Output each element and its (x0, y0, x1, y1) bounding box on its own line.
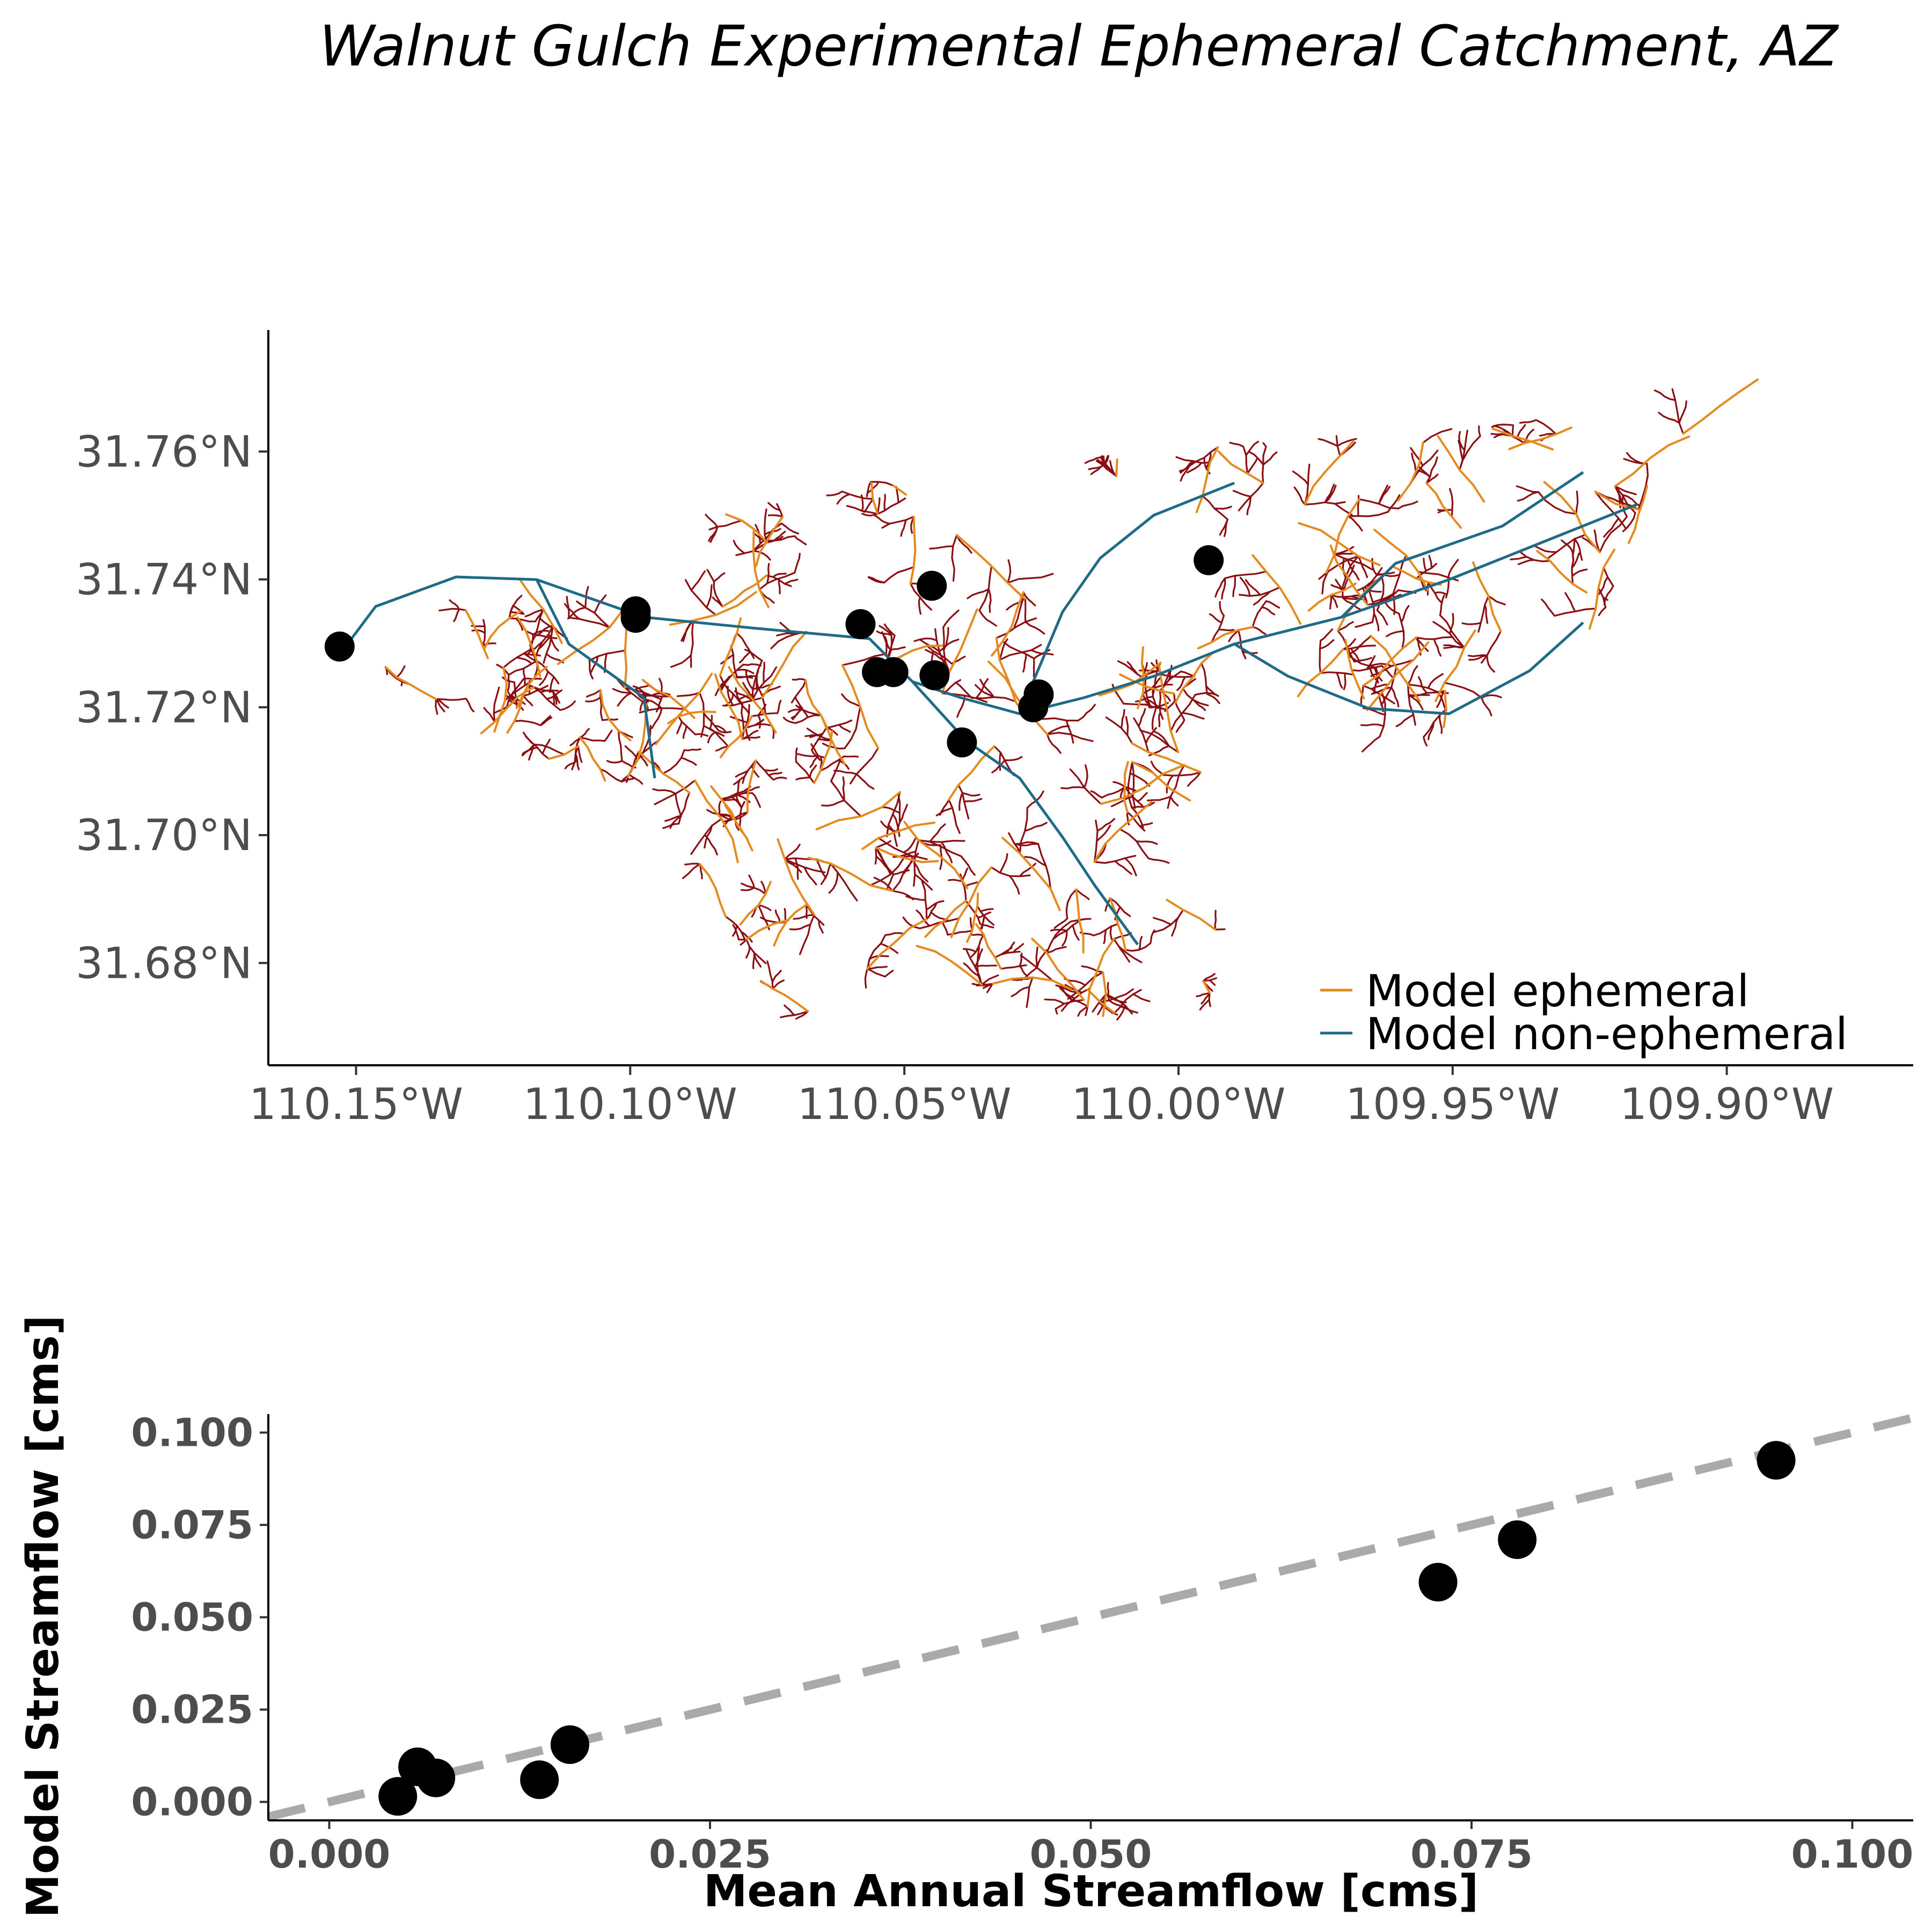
map-y-tick-label: 31.74°N (76, 555, 252, 605)
gauge-point (919, 660, 950, 691)
scatter-x-tick-label: 0.100 (1791, 1832, 1914, 1877)
gauge-point (845, 609, 876, 639)
gauge-point (620, 603, 651, 633)
scatter-point (520, 1760, 559, 1799)
figure-title: Walnut Gulch Experimental Ephemeral Catc… (319, 13, 1839, 79)
scatter-panel: 0.000 0.025 0.050 0.075 0.100 0.000 0.025 0.050… (18, 1315, 1914, 1918)
map-x-tick-label: 110.15°W (249, 1079, 463, 1129)
map-panel: 110.15°W 110.10°W 110.05°W 110.00°W 109.95°W… (76, 330, 1913, 1129)
stream-lines-non-ephemeral (342, 471, 1637, 946)
map-x-tick-label: 109.90°W (1620, 1079, 1834, 1129)
scatter-point (416, 1758, 456, 1797)
one-to-one-dashed-line (267, 1414, 1914, 1821)
scatter-x-tick-label: 0.050 (1030, 1832, 1152, 1877)
scatter-x-axis-label: Mean Annual Streamflow [cms] (704, 1866, 1479, 1917)
gauge-point (1194, 545, 1224, 575)
stream-lines-ephemeral (384, 378, 1759, 1017)
map-y-tick-label: 31.76°N (76, 427, 252, 477)
gauge-point (1018, 692, 1049, 722)
scatter-points (378, 1441, 1796, 1816)
scatter-point (550, 1725, 589, 1764)
gauge-point (324, 631, 355, 662)
map-x-tick-label: 110.00°W (1071, 1079, 1285, 1129)
legend-label-ephemeral: Model ephemeral (1366, 966, 1749, 1017)
scatter-y-tick-label: 0.100 (131, 1410, 253, 1455)
gauge-point (917, 570, 947, 601)
scatter-y-tick-label: 0.050 (131, 1595, 253, 1640)
scatter-x-tick-label: 0.025 (649, 1832, 771, 1877)
scatter-y-tick-label: 0.075 (131, 1502, 253, 1547)
stream-network (342, 378, 1759, 1021)
scatter-point (378, 1777, 418, 1816)
scatter-x-tick-label: 0.075 (1410, 1832, 1533, 1877)
legend-label-non-ephemeral: Model non-ephemeral (1366, 1009, 1848, 1060)
map-x-tick-label: 109.95°W (1345, 1079, 1560, 1129)
map-gauge-points (324, 545, 1224, 758)
map-ticks: 110.15°W 110.10°W 110.05°W 110.00°W 109.95°W… (76, 427, 1834, 1129)
gauge-point (947, 727, 977, 758)
scatter-point (1418, 1563, 1458, 1602)
scatter-y-tick-label: 0.000 (131, 1780, 253, 1825)
scatter-y-tick-label: 0.025 (131, 1687, 253, 1732)
scatter-y-axis-label: Model Streamflow [cms] (18, 1315, 69, 1918)
map-y-tick-label: 31.72°N (76, 683, 252, 733)
scatter-point (1757, 1441, 1796, 1480)
map-x-tick-label: 110.05°W (797, 1079, 1012, 1129)
map-x-tick-label: 110.10°W (523, 1079, 737, 1129)
map-y-tick-label: 31.68°N (76, 938, 252, 988)
map-y-tick-label: 31.70°N (76, 810, 252, 860)
scatter-x-tick-label: 0.000 (268, 1832, 391, 1877)
map-legend: Model ephemeral Model non-ephemeral (1320, 966, 1848, 1060)
scatter-ticks: 0.000 0.025 0.050 0.075 0.100 0.000 0.025 0.050… (131, 1410, 1913, 1877)
scatter-point (1498, 1520, 1537, 1559)
gauge-point (878, 657, 909, 687)
one-to-one-line (267, 1414, 1914, 1821)
